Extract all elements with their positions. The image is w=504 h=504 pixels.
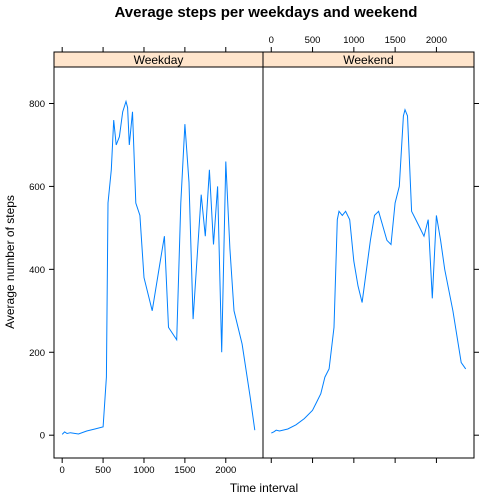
y-tick-label: 0 [40, 431, 45, 442]
x-tick-label: 500 [305, 35, 321, 46]
y-axis-label: Average number of steps [3, 195, 17, 329]
x-tick-label: 1000 [133, 465, 154, 476]
series-line-1-0 [271, 108, 467, 434]
y-tick-label: 400 [29, 265, 45, 276]
x-tick-label: 500 [95, 465, 111, 476]
series-line-0-0 [61, 99, 256, 435]
x-tick-label: 2000 [426, 35, 447, 46]
x-axis-label: Time interval [230, 481, 298, 495]
strip-label-0: Weekday [134, 53, 184, 67]
x-tick-label: 0 [60, 465, 65, 476]
x-tick-label: 2000 [215, 465, 236, 476]
y-tick-label: 800 [29, 99, 45, 110]
chart-title: Average steps per weekdays and weekend [115, 4, 418, 21]
y-tick-label: 200 [29, 348, 45, 359]
panel-frame-1 [262, 66, 475, 459]
x-tick-label: 0 [269, 35, 274, 46]
x-tick-label: 1500 [385, 35, 406, 46]
x-tick-label: 1000 [343, 35, 364, 46]
x-tick-label: 1500 [174, 465, 195, 476]
y-tick-label: 600 [29, 182, 45, 193]
strip-label-1: Weekend [343, 53, 393, 67]
